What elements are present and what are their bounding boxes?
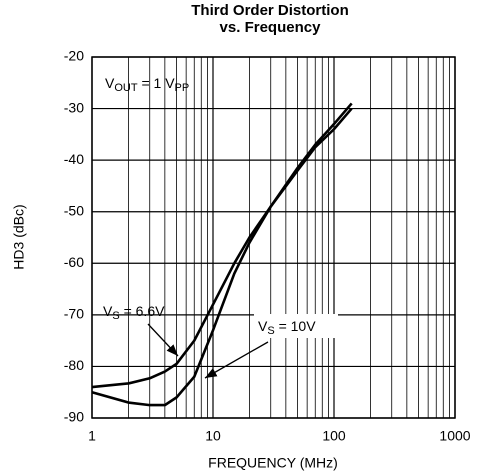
y-tick-label: -80 <box>64 357 84 373</box>
arrow <box>147 323 179 357</box>
x-tick-label: 1000 <box>439 428 470 444</box>
x-axis-label: FREQUENCY (MHz) <box>208 455 338 471</box>
subscript: S <box>112 310 119 322</box>
annotation-text: V <box>258 318 268 334</box>
annotation-text: V <box>105 75 115 91</box>
arrow <box>204 341 269 379</box>
annotation: VS = 6.6V <box>103 303 165 322</box>
annotation-text: = 6.6V <box>120 303 165 319</box>
y-tick-label: -60 <box>64 254 84 270</box>
y-tick-label: -90 <box>64 409 84 425</box>
annotation-text: V <box>103 303 113 319</box>
plot-frame <box>91 56 456 419</box>
subscript: OUT <box>114 82 138 94</box>
y-tick-label: -40 <box>64 151 84 167</box>
curves <box>91 102 353 407</box>
y-tick-label: -70 <box>64 306 84 322</box>
y-tick-label: -30 <box>64 99 84 115</box>
subscript: PP <box>175 82 190 94</box>
line-series <box>91 102 353 389</box>
y-tick-label: -20 <box>64 48 84 64</box>
annotation: VOUT = 1 VPP <box>105 75 189 94</box>
annotation-text: = 1 V <box>138 75 176 91</box>
x-tick-label: 10 <box>205 428 221 444</box>
x-tick-label: 1 <box>88 428 96 444</box>
x-tick-label: 100 <box>322 428 346 444</box>
y-tick-label: -50 <box>64 202 84 218</box>
annotation: VS = 10V <box>258 318 316 337</box>
annotation-text: = 10V <box>275 318 317 334</box>
grid <box>91 56 456 419</box>
chart-title: Third Order Distortion <box>191 2 349 19</box>
y-axis-label: HD3 (dBc) <box>11 204 27 269</box>
label-background <box>254 314 338 338</box>
chart-title: vs. Frequency <box>220 19 322 36</box>
line-series <box>91 107 353 407</box>
subscript: S <box>267 325 274 337</box>
